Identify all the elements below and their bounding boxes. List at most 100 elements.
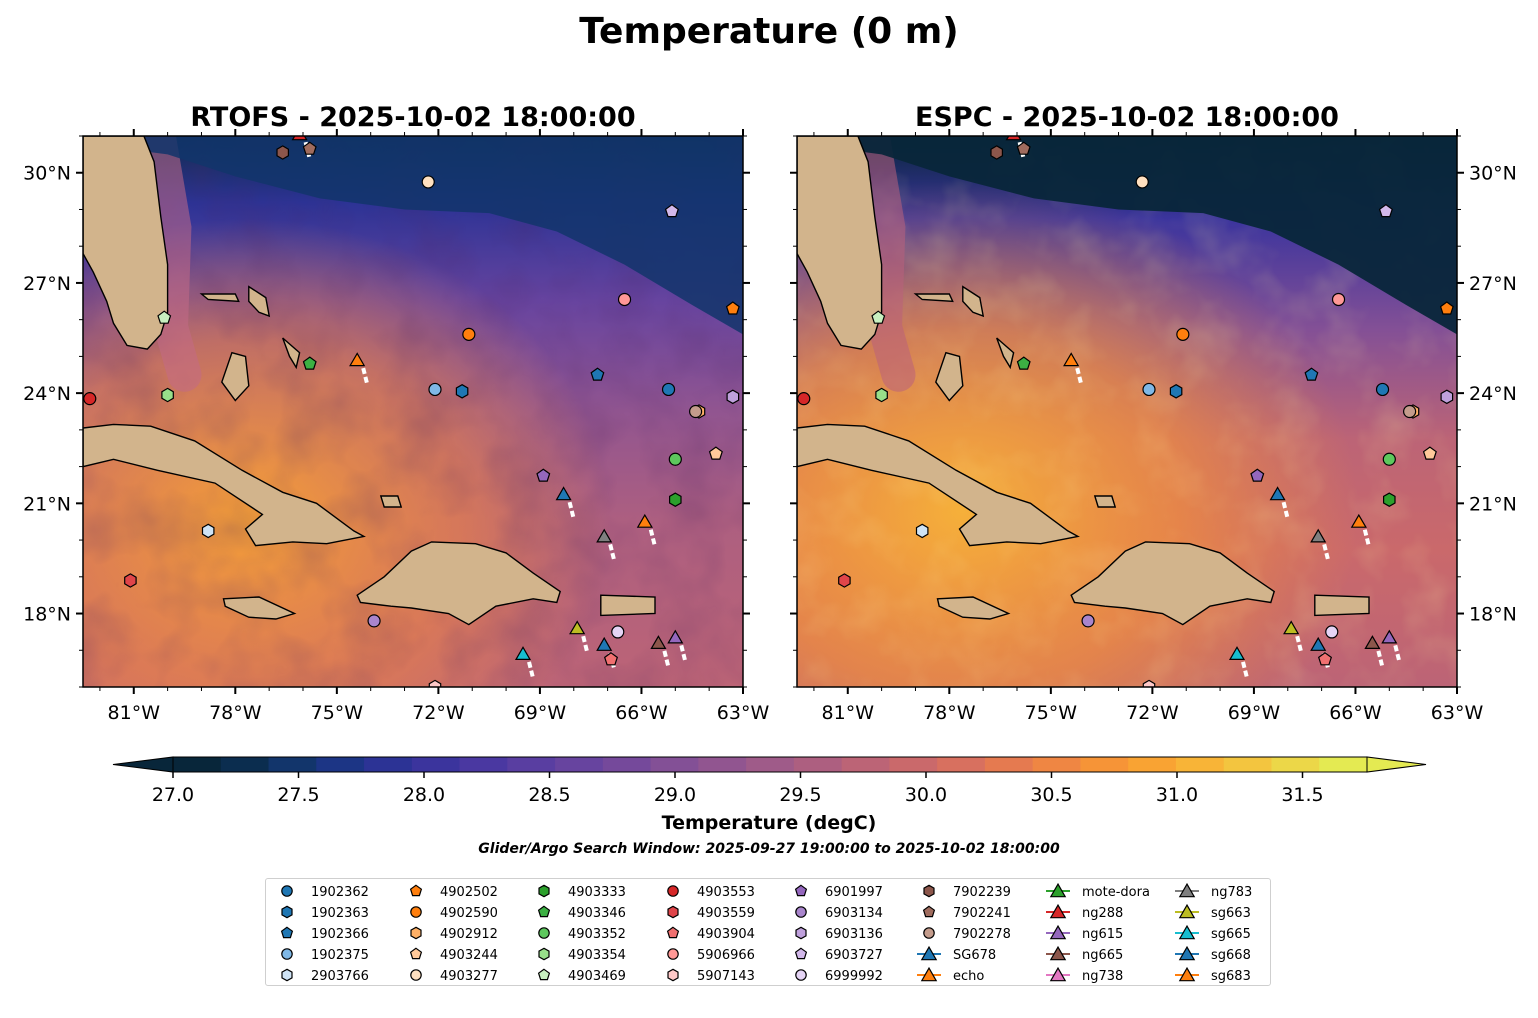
- legend-item-4903333: 4903333: [538, 884, 626, 900]
- legend-marker: [1049, 924, 1067, 940]
- obs-ng615: [667, 629, 684, 644]
- legend-item-1902362: 1902362: [281, 885, 369, 900]
- legend-marker: [410, 906, 422, 918]
- legend-marker: [538, 884, 550, 898]
- obs-4903354: [875, 387, 888, 403]
- legend-marker: [667, 948, 679, 960]
- gulf-stream: [855, 136, 916, 392]
- x-tick-label: 81°W: [822, 702, 875, 724]
- obs-4903553: [83, 392, 97, 406]
- legend-marker: [537, 905, 551, 918]
- panel-title: ESPC - 2025-10-02 18:00:00: [915, 102, 1339, 133]
- legend-label: ng288: [1082, 906, 1123, 921]
- figure-title: Temperature (0 m): [579, 11, 958, 52]
- legend-item-4902912: 4902912: [410, 926, 498, 942]
- legend-label: 4902912: [440, 927, 498, 942]
- legend-marker: [922, 905, 936, 918]
- legend-item-1902375: 1902375: [281, 948, 369, 963]
- legend-marker: [795, 926, 807, 940]
- legend-item-sg668: sg668: [1175, 945, 1251, 963]
- obs-SG678: [596, 636, 613, 651]
- obs-7902278: [689, 404, 703, 419]
- colorbar-bin: [1128, 757, 1177, 772]
- colorbar-tick-label: 28.0: [403, 784, 445, 806]
- land-abaco: [962, 285, 985, 318]
- legend-label: 4903277: [440, 969, 498, 984]
- legend-label: 1902375: [311, 948, 369, 963]
- legend-label: 1902366: [311, 927, 369, 942]
- y-tick-label: 18°N: [23, 604, 71, 626]
- colorbar-bin: [507, 757, 556, 772]
- legend-marker: [794, 884, 808, 897]
- obs-sg683: [1350, 513, 1367, 528]
- legend-item-ng615: ng615: [1046, 924, 1123, 942]
- legend-label: sg665: [1211, 927, 1251, 942]
- x-tick-label: 72°W: [412, 702, 465, 724]
- colorbar-bin: [1319, 757, 1368, 772]
- obs-6999992: [611, 625, 625, 639]
- land-cuba: [83, 423, 366, 547]
- obs-5906966: [1331, 292, 1346, 307]
- y-tick-label: 30°N: [23, 163, 71, 185]
- obs-4903352: [1382, 452, 1396, 466]
- legend-label: 4903354: [568, 948, 626, 963]
- legend-marker: [281, 905, 293, 919]
- colorbar-tick-label: 27.0: [152, 784, 194, 806]
- glider-track: [1322, 543, 1331, 561]
- legend-label: 1902362: [311, 885, 369, 900]
- obs-4903333: [1382, 492, 1396, 507]
- legend-label: 4903346: [568, 906, 626, 921]
- colorbar-tick-label: 30.5: [1030, 784, 1072, 806]
- legend-item-6903134: 6903134: [795, 906, 883, 921]
- x-tick-label: 66°W: [1329, 702, 1382, 724]
- legend-marker: [667, 885, 679, 897]
- legend-marker: [410, 926, 422, 940]
- obs-4903553: [797, 392, 811, 406]
- obs-1902363: [1169, 384, 1183, 399]
- colorbar-bin: [602, 757, 652, 772]
- land-florida: [83, 136, 169, 350]
- legend-item-5907143: 5907143: [667, 968, 755, 984]
- colorbar-bin: [1271, 757, 1320, 772]
- colorbar-bin: [459, 757, 508, 772]
- obs-7902241: [1016, 141, 1031, 155]
- legend-label: 4903333: [568, 885, 626, 900]
- obs-4903904: [603, 652, 619, 666]
- glider-track: [648, 529, 657, 547]
- land-grandbahama: [199, 293, 240, 303]
- legend-label: 6901997: [825, 885, 883, 900]
- legend-item-7902239: 7902239: [923, 884, 1011, 900]
- obs-4903277: [421, 175, 435, 189]
- obs-ng665: [1364, 635, 1381, 650]
- obs-6999992: [1325, 625, 1339, 639]
- glider-track: [1281, 501, 1290, 519]
- colorbar-tick-label: 30.0: [905, 784, 947, 806]
- legend-label: echo: [953, 969, 984, 984]
- obs-4902590: [1176, 327, 1190, 341]
- obs-5907143: [428, 679, 442, 687]
- glider-track: [679, 644, 688, 662]
- obs-2903766: [201, 523, 215, 539]
- legend-item-4903346: 4903346: [537, 905, 626, 921]
- colorbar-bin: [173, 757, 222, 772]
- land-puertorico: [1314, 594, 1370, 617]
- legend-marker: [795, 906, 807, 918]
- obs-4903469: [157, 310, 172, 324]
- obs-4903346: [302, 356, 317, 370]
- land-puertorico: [600, 594, 656, 617]
- legend-marker: [281, 968, 293, 982]
- land-grandbahama: [913, 293, 954, 303]
- legend-label: 4902590: [440, 906, 498, 921]
- legend-label: 2903766: [311, 969, 369, 984]
- legend-label: 1902363: [311, 906, 369, 921]
- legend-item-4903244: 4903244: [409, 947, 498, 963]
- panel-title: RTOFS - 2025-10-02 18:00:00: [190, 102, 635, 133]
- legend-item-6903727: 6903727: [794, 947, 883, 963]
- legend-marker: [1178, 966, 1196, 982]
- legend-label: ng615: [1082, 927, 1123, 942]
- y-tick-label: 21°N: [23, 493, 71, 515]
- obs-6903136: [726, 389, 740, 405]
- legend-marker: [537, 968, 551, 981]
- legend-item-1902366: 1902366: [280, 926, 369, 942]
- legend-marker: [923, 884, 935, 898]
